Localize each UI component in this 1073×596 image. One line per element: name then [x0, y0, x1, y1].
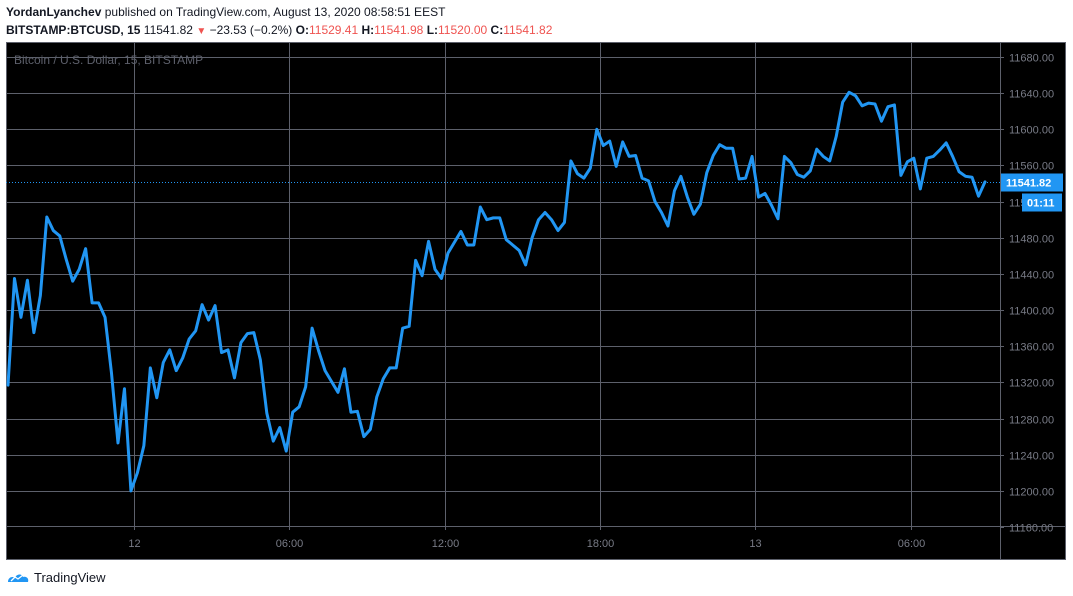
chart-header: YordanLyanchev published on TradingView.… — [6, 4, 1066, 38]
published-text: published on TradingView.com, August 13,… — [104, 5, 446, 19]
price-tags: 11541.82 01:11 — [6, 173, 1063, 212]
y-tick-label: 11200.00 — [1009, 487, 1054, 499]
x-tick-label: 12:00 — [432, 538, 460, 550]
x-tick-label: 13 — [749, 538, 761, 550]
last-price: 11541.82 — [143, 23, 193, 37]
y-tick-label: 11240.00 — [1009, 451, 1054, 463]
x-tick-label: 06:00 — [898, 538, 926, 550]
price-axis[interactable]: 11680.0011640.0011600.0011560.0011520.00… — [1000, 53, 1054, 535]
open-label: O: — [295, 23, 309, 37]
x-tick-label: 12 — [128, 538, 140, 550]
countdown-box — [1022, 193, 1062, 212]
footer-brand[interactable]: TradingView — [34, 569, 106, 585]
down-arrow-icon: ▼ — [196, 26, 207, 37]
high-value: 11541.98 — [374, 23, 424, 37]
author-name[interactable]: YordanLyanchev — [6, 5, 102, 19]
time-axis[interactable]: 12 06:00 12:00 18:00 13 06:00 — [128, 526, 925, 550]
footer: TradingView — [6, 566, 106, 588]
chart-frame — [6, 42, 1066, 560]
publish-info: YordanLyanchev published on TradingView.… — [6, 4, 1066, 20]
low-value: 11520.00 — [438, 23, 488, 37]
symbol-label: BITSTAMP:BTCUSD, 15 — [6, 23, 141, 37]
y-tick-label: 11160.00 — [1009, 523, 1053, 535]
price-series — [6, 90, 987, 493]
y-tick-label: 11600.00 — [1009, 125, 1054, 137]
price-tag-label: 11541.82 — [1006, 178, 1051, 190]
y-tick-label: 11680.00 — [1009, 53, 1054, 65]
chart-background — [6, 42, 1066, 560]
x-tick-label: 18:00 — [587, 538, 615, 550]
low-label: L: — [426, 23, 439, 37]
chart-svg[interactable]: 11680.0011640.0011600.0011560.0011520.00… — [6, 42, 1066, 560]
y-tick-label: 11280.00 — [1009, 415, 1054, 427]
price-tag-box — [1001, 173, 1063, 192]
close-value: 11541.82 — [503, 23, 553, 37]
y-tick-label: 11560.00 — [1009, 161, 1054, 173]
tradingview-logo-icon[interactable] — [6, 570, 30, 584]
y-tick-label: 11360.00 — [1009, 342, 1054, 354]
chart-watermark: Bitcoin / U.S. Dollar, 15, BITSTAMP — [14, 53, 203, 67]
ohlc-legend: BITSTAMP:BTCUSD, 15 11541.82 ▼ −23.53 (−… — [6, 22, 1066, 38]
price-chart[interactable]: 11680.0011640.0011600.0011560.0011520.00… — [6, 42, 1066, 560]
high-label: H: — [361, 23, 375, 37]
y-tick-label: 11480.00 — [1009, 234, 1054, 246]
grid-lines — [6, 42, 1066, 560]
countdown-label: 01:11 — [1027, 198, 1055, 210]
y-tick-label: 11400.00 — [1009, 306, 1054, 318]
y-tick-label: 11640.00 — [1009, 89, 1054, 101]
open-value: 11529.41 — [308, 23, 359, 37]
y-tick-label: 11320.00 — [1009, 378, 1054, 390]
price-change: −23.53 (−0.2%) — [209, 23, 293, 37]
price-line — [6, 90, 987, 493]
x-tick-label: 06:00 — [276, 538, 304, 550]
y-tick-label: 11440.00 — [1009, 270, 1054, 282]
close-label: C: — [490, 23, 504, 37]
